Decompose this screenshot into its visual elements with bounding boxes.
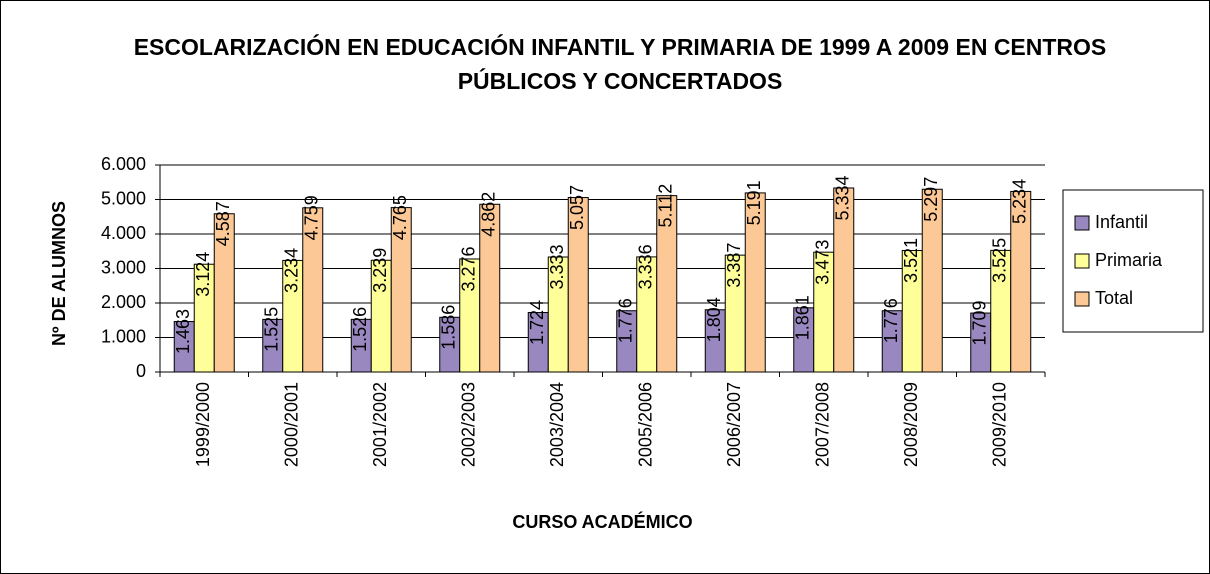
value-label: 5.057: [567, 185, 587, 230]
y-tick-label: 4.000: [101, 223, 146, 243]
value-label: 1.776: [616, 298, 636, 343]
x-tick-label: 2000/2001: [282, 382, 302, 467]
value-label: 4.759: [302, 195, 322, 240]
legend-swatch: [1074, 291, 1090, 307]
value-label: 1.525: [262, 307, 282, 352]
value-label: 3.387: [724, 243, 744, 288]
value-label: 3.336: [636, 244, 656, 289]
value-label: 5.234: [1010, 179, 1030, 224]
x-tick-label: 2005/2006: [636, 382, 656, 467]
value-label: 1.776: [881, 298, 901, 343]
x-tick-label: 2002/2003: [459, 382, 479, 467]
chart-title: ESCOLARIZACIÓN EN EDUCACIÓN INFANTIL Y P…: [133, 34, 1107, 94]
y-tick-label: 5.000: [101, 188, 146, 208]
x-tick-label: 2006/2007: [724, 382, 744, 467]
value-label: 1.526: [350, 307, 370, 352]
value-label: 3.521: [901, 238, 921, 283]
x-axis-title: CURSO ACADÉMICO: [512, 511, 692, 532]
value-label: 4.862: [479, 192, 499, 237]
value-label: 3.239: [370, 248, 390, 293]
x-tick-label: 2001/2002: [370, 382, 390, 467]
legend-label: Primaria: [1095, 250, 1163, 270]
y-tick-label: 0: [136, 361, 146, 381]
value-label: 5.112: [656, 184, 676, 228]
y-axis-title: Nº DE ALUMNOS: [49, 201, 69, 346]
value-label: 5.334: [833, 175, 853, 220]
y-tick-label: 2.000: [101, 292, 146, 312]
legend-label: Infantil: [1095, 212, 1148, 232]
value-label: 1.709: [970, 301, 990, 346]
y-tick-label: 6.000: [101, 154, 146, 174]
value-label: 3.473: [813, 240, 833, 285]
x-tick-label: 2009/2010: [990, 382, 1010, 467]
value-label: 5.191: [744, 180, 764, 225]
value-label: 1.804: [704, 297, 724, 342]
value-label: 1.463: [173, 309, 193, 354]
legend-label: Total: [1095, 288, 1133, 308]
x-tick-label: 2007/2008: [813, 382, 833, 467]
value-label: 3.525: [990, 238, 1010, 283]
value-label: 3.276: [459, 246, 479, 291]
value-label: 4.765: [390, 195, 410, 240]
value-label: 3.124: [193, 252, 213, 297]
x-tick-label: 2008/2009: [901, 382, 921, 467]
legend-swatch: [1074, 215, 1090, 231]
value-label: 1.861: [793, 295, 813, 340]
value-label: 4.587: [213, 201, 233, 246]
legend-swatch: [1074, 253, 1090, 269]
value-label: 1.724: [527, 300, 547, 345]
value-label: 3.333: [547, 244, 567, 289]
value-label: 1.586: [439, 305, 459, 350]
y-tick-label: 3.000: [101, 257, 146, 277]
y-tick-label: 1.000: [101, 326, 146, 346]
value-label: 3.234: [282, 248, 302, 293]
x-tick-label: 2003/2004: [547, 382, 567, 467]
value-label: 5.297: [921, 177, 941, 222]
x-tick-label: 1999/2000: [193, 382, 213, 467]
